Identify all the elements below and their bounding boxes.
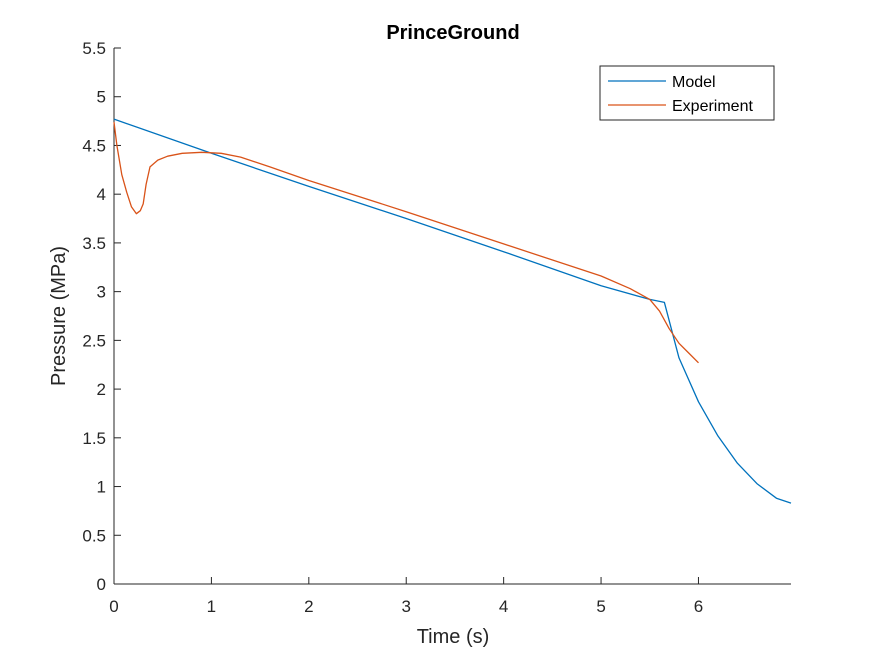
y-tick-label: 1.5 — [82, 429, 106, 448]
y-tick-label: 4.5 — [82, 136, 106, 155]
y-tick-label: 5.5 — [82, 39, 106, 58]
series-experiment-line — [113, 122, 699, 364]
y-tick-label: 0.5 — [82, 526, 106, 545]
y-axis-label: Pressure (MPa) — [48, 246, 70, 386]
y-tick-label: 2 — [97, 380, 106, 399]
x-tick-label: 5 — [596, 597, 605, 616]
y-tick-label: 4 — [97, 185, 106, 204]
legend-label-experiment: Experiment — [672, 98, 753, 115]
x-axis-label: Time (s) — [417, 626, 490, 648]
y-tick-label: 2.5 — [82, 331, 106, 350]
y-tick-label: 0 — [97, 575, 106, 594]
y-tick-label: 1 — [97, 478, 106, 497]
series-model-line — [113, 118, 792, 504]
legend-box — [599, 65, 775, 121]
x-tick-label: 4 — [499, 597, 508, 616]
x-tick-label: 1 — [207, 597, 216, 616]
x-tick-label: 3 — [401, 597, 410, 616]
y-tick-label: 3.5 — [82, 234, 106, 253]
legend-label-model: Model — [672, 74, 716, 91]
x-tick-label: 2 — [304, 597, 313, 616]
legend: Model Experiment — [599, 65, 775, 121]
y-tick-label: 3 — [97, 283, 106, 302]
y-tick-label: 5 — [97, 88, 106, 107]
chart-title: PrinceGround — [386, 22, 519, 44]
x-tick-label: 6 — [694, 597, 703, 616]
x-tick-label: 0 — [109, 597, 118, 616]
plot-area: 0 1 2 3 4 5 6 0 0.5 1 1.5 2 2.5 3 3.5 4 4.5 5 5.5 — [82, 39, 792, 616]
